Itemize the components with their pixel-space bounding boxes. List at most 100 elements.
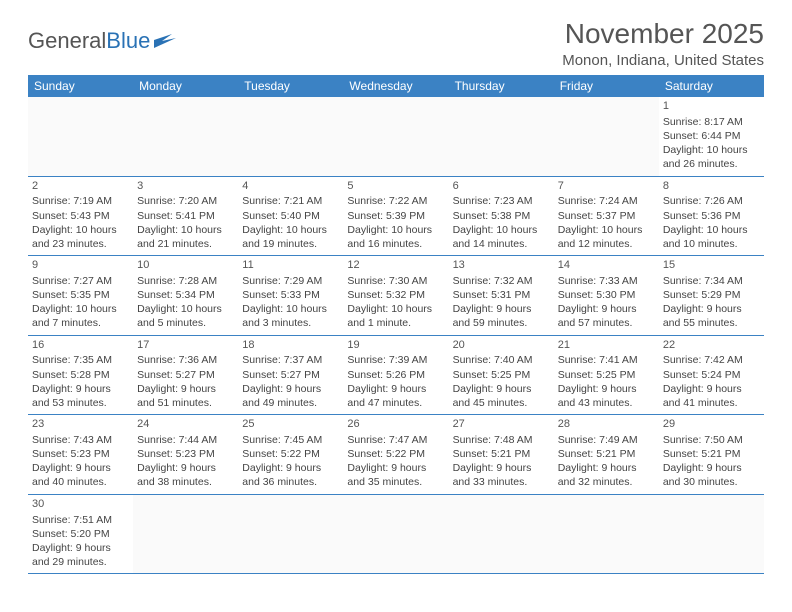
calendar-cell: 26Sunrise: 7:47 AMSunset: 5:22 PMDayligh…	[343, 415, 448, 495]
calendar-cell: 10Sunrise: 7:28 AMSunset: 5:34 PMDayligh…	[133, 256, 238, 336]
sunset-text: Sunset: 5:32 PM	[347, 288, 444, 302]
sunrise-text: Sunrise: 7:40 AM	[453, 353, 550, 367]
calendar-cell	[238, 97, 343, 176]
calendar-cell: 18Sunrise: 7:37 AMSunset: 5:27 PMDayligh…	[238, 335, 343, 415]
sunset-text: Sunset: 5:20 PM	[32, 527, 129, 541]
calendar-cell: 7Sunrise: 7:24 AMSunset: 5:37 PMDaylight…	[554, 176, 659, 256]
calendar-cell: 3Sunrise: 7:20 AMSunset: 5:41 PMDaylight…	[133, 176, 238, 256]
day-number: 26	[347, 417, 444, 432]
daylight-text: Daylight: 10 hours and 21 minutes.	[137, 223, 234, 251]
daylight-text: Daylight: 9 hours and 43 minutes.	[558, 382, 655, 410]
daylight-text: Daylight: 9 hours and 57 minutes.	[558, 302, 655, 330]
sunset-text: Sunset: 5:33 PM	[242, 288, 339, 302]
sunrise-text: Sunrise: 7:24 AM	[558, 194, 655, 208]
daylight-text: Daylight: 10 hours and 16 minutes.	[347, 223, 444, 251]
sunrise-text: Sunrise: 7:44 AM	[137, 433, 234, 447]
sunset-text: Sunset: 5:21 PM	[558, 447, 655, 461]
day-number: 17	[137, 338, 234, 353]
sunrise-text: Sunrise: 7:50 AM	[663, 433, 760, 447]
sunrise-text: Sunrise: 7:35 AM	[32, 353, 129, 367]
calendar-cell: 15Sunrise: 7:34 AMSunset: 5:29 PMDayligh…	[659, 256, 764, 336]
daylight-text: Daylight: 9 hours and 49 minutes.	[242, 382, 339, 410]
sunrise-text: Sunrise: 7:39 AM	[347, 353, 444, 367]
sunset-text: Sunset: 5:31 PM	[453, 288, 550, 302]
sunset-text: Sunset: 5:40 PM	[242, 209, 339, 223]
daylight-text: Daylight: 9 hours and 59 minutes.	[453, 302, 550, 330]
sunrise-text: Sunrise: 7:37 AM	[242, 353, 339, 367]
day-number: 1	[663, 99, 760, 114]
sunset-text: Sunset: 5:23 PM	[32, 447, 129, 461]
sunset-text: Sunset: 5:39 PM	[347, 209, 444, 223]
calendar-cell: 16Sunrise: 7:35 AMSunset: 5:28 PMDayligh…	[28, 335, 133, 415]
sunset-text: Sunset: 5:36 PM	[663, 209, 760, 223]
calendar-cell: 27Sunrise: 7:48 AMSunset: 5:21 PMDayligh…	[449, 415, 554, 495]
month-title: November 2025	[562, 18, 764, 50]
calendar-cell	[449, 97, 554, 176]
day-number: 25	[242, 417, 339, 432]
daylight-text: Daylight: 10 hours and 12 minutes.	[558, 223, 655, 251]
sunrise-text: Sunrise: 8:17 AM	[663, 115, 760, 129]
day-number: 12	[347, 258, 444, 273]
calendar-cell: 25Sunrise: 7:45 AMSunset: 5:22 PMDayligh…	[238, 415, 343, 495]
daylight-text: Daylight: 9 hours and 33 minutes.	[453, 461, 550, 489]
calendar-cell	[343, 97, 448, 176]
sunrise-text: Sunrise: 7:28 AM	[137, 274, 234, 288]
sunrise-text: Sunrise: 7:29 AM	[242, 274, 339, 288]
day-number: 29	[663, 417, 760, 432]
sunrise-text: Sunrise: 7:30 AM	[347, 274, 444, 288]
calendar-cell: 4Sunrise: 7:21 AMSunset: 5:40 PMDaylight…	[238, 176, 343, 256]
sunset-text: Sunset: 6:44 PM	[663, 129, 760, 143]
calendar-cell: 22Sunrise: 7:42 AMSunset: 5:24 PMDayligh…	[659, 335, 764, 415]
daylight-text: Daylight: 9 hours and 38 minutes.	[137, 461, 234, 489]
logo-text-2: Blue	[106, 28, 150, 54]
calendar-cell: 23Sunrise: 7:43 AMSunset: 5:23 PMDayligh…	[28, 415, 133, 495]
day-number: 21	[558, 338, 655, 353]
day-number: 2	[32, 179, 129, 194]
sunrise-text: Sunrise: 7:26 AM	[663, 194, 760, 208]
sunset-text: Sunset: 5:25 PM	[558, 368, 655, 382]
sunset-text: Sunset: 5:37 PM	[558, 209, 655, 223]
calendar-table: SundayMondayTuesdayWednesdayThursdayFrid…	[28, 75, 764, 574]
sunset-text: Sunset: 5:29 PM	[663, 288, 760, 302]
day-number: 11	[242, 258, 339, 273]
daylight-text: Daylight: 10 hours and 19 minutes.	[242, 223, 339, 251]
logo: GeneralBlue	[28, 28, 176, 54]
daylight-text: Daylight: 10 hours and 26 minutes.	[663, 143, 760, 171]
calendar-cell: 29Sunrise: 7:50 AMSunset: 5:21 PMDayligh…	[659, 415, 764, 495]
sunset-text: Sunset: 5:43 PM	[32, 209, 129, 223]
day-number: 6	[453, 179, 550, 194]
day-number: 10	[137, 258, 234, 273]
calendar-cell: 21Sunrise: 7:41 AMSunset: 5:25 PMDayligh…	[554, 335, 659, 415]
sunset-text: Sunset: 5:21 PM	[663, 447, 760, 461]
sunrise-text: Sunrise: 7:49 AM	[558, 433, 655, 447]
calendar-cell: 2Sunrise: 7:19 AMSunset: 5:43 PMDaylight…	[28, 176, 133, 256]
calendar-cell	[238, 494, 343, 574]
sunrise-text: Sunrise: 7:36 AM	[137, 353, 234, 367]
daylight-text: Daylight: 9 hours and 45 minutes.	[453, 382, 550, 410]
sunrise-text: Sunrise: 7:21 AM	[242, 194, 339, 208]
sunrise-text: Sunrise: 7:32 AM	[453, 274, 550, 288]
sunset-text: Sunset: 5:23 PM	[137, 447, 234, 461]
calendar-body: 1Sunrise: 8:17 AMSunset: 6:44 PMDaylight…	[28, 97, 764, 574]
day-header: Thursday	[449, 75, 554, 97]
day-number: 23	[32, 417, 129, 432]
calendar-cell	[133, 97, 238, 176]
daylight-text: Daylight: 10 hours and 23 minutes.	[32, 223, 129, 251]
calendar-cell	[554, 97, 659, 176]
day-number: 13	[453, 258, 550, 273]
daylight-text: Daylight: 9 hours and 53 minutes.	[32, 382, 129, 410]
calendar-cell	[133, 494, 238, 574]
sunrise-text: Sunrise: 7:27 AM	[32, 274, 129, 288]
sunset-text: Sunset: 5:27 PM	[137, 368, 234, 382]
sunset-text: Sunset: 5:22 PM	[242, 447, 339, 461]
day-number: 7	[558, 179, 655, 194]
sunset-text: Sunset: 5:34 PM	[137, 288, 234, 302]
daylight-text: Daylight: 9 hours and 55 minutes.	[663, 302, 760, 330]
daylight-text: Daylight: 9 hours and 32 minutes.	[558, 461, 655, 489]
sunrise-text: Sunrise: 7:23 AM	[453, 194, 550, 208]
sunset-text: Sunset: 5:22 PM	[347, 447, 444, 461]
day-header: Monday	[133, 75, 238, 97]
daylight-text: Daylight: 9 hours and 36 minutes.	[242, 461, 339, 489]
day-number: 20	[453, 338, 550, 353]
daylight-text: Daylight: 9 hours and 47 minutes.	[347, 382, 444, 410]
